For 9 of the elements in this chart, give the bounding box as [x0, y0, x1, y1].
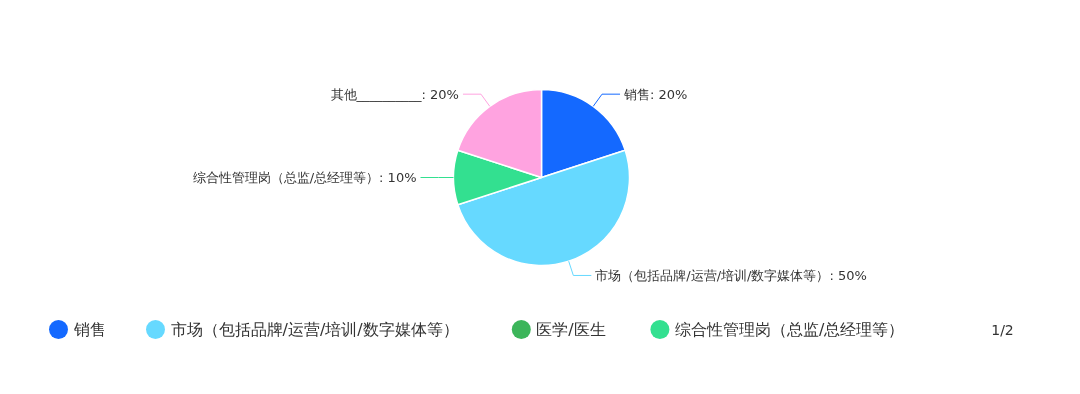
category-label: 销售: 20% — [624, 86, 688, 102]
legend-label: 医学/医生 — [536, 320, 606, 339]
text: 1/2 — [991, 321, 1014, 338]
category-label: 市场（包括品牌/运营/培训/数字媒体等）: 50% — [595, 267, 867, 283]
legend-label: 销售 — [72, 320, 106, 339]
legend-label: 综合性管理岗（总监/总经理等） — [674, 320, 905, 339]
slice-label: 其他__________: 20% — [330, 86, 459, 102]
legend-label: 市场（包括品牌/运营/培训/数字媒体等） — [170, 320, 459, 339]
category-label: 综合性管理岗（总监/总经理等）: 10% — [192, 170, 417, 185]
